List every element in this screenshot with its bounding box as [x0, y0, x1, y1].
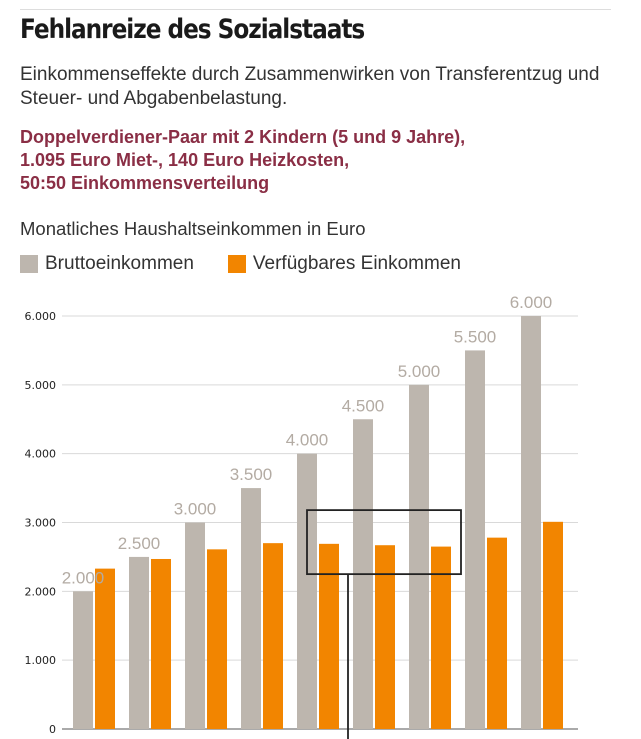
legend: Bruttoeinkommen Verfügbares Einkommen	[20, 253, 495, 275]
scenario-line-1: Doppelverdiener-Paar mit 2 Kindern (5 un…	[20, 127, 466, 147]
bar-value-label: 5.500	[454, 327, 497, 346]
bar-value-label: 4.500	[342, 396, 385, 415]
top-rule	[20, 9, 611, 10]
bar-verfuegbar	[263, 543, 283, 729]
bar-brutto	[297, 453, 317, 729]
bar-brutto	[409, 384, 429, 729]
bar-verfuegbar	[375, 545, 395, 729]
bar-value-label: 3.000	[174, 500, 217, 519]
y-tick-label: 4.000	[25, 448, 57, 461]
legend-item-brutto: Bruttoeinkommen	[20, 253, 194, 275]
bar-verfuegbar	[207, 549, 227, 729]
bar-value-label: 4.000	[286, 431, 329, 450]
bar-verfuegbar	[151, 558, 171, 729]
y-tick-label: 0	[49, 723, 56, 736]
chart-title: Fehlanreize des Sozialstaats	[20, 14, 365, 45]
bar-value-label: 6.000	[510, 293, 553, 312]
legend-label-verfuegbar: Verfügbares Einkommen	[252, 253, 461, 274]
unit-label: Monatliches Haushaltseinkommen in Euro	[20, 218, 366, 239]
bar-verfuegbar	[431, 546, 451, 729]
legend-label-brutto: Bruttoeinkommen	[45, 253, 194, 274]
y-tick-label: 3.000	[25, 517, 57, 530]
bar-value-label: 2.000	[62, 568, 105, 587]
y-tick-label: 1.000	[25, 654, 57, 667]
bar-value-label: 3.500	[230, 465, 273, 484]
scenario-line-2: 1.095 Euro Miet-, 140 Euro Heizkosten,	[20, 150, 350, 170]
scenario-description: Doppelverdiener-Paar mit 2 Kindern (5 un…	[20, 126, 620, 195]
bar-brutto	[521, 316, 541, 729]
legend-swatch-brutto	[20, 255, 38, 273]
legend-item-verfuegbar: Verfügbares Einkommen	[227, 253, 461, 275]
bar-verfuegbar	[543, 521, 563, 729]
bar-brutto	[241, 488, 261, 729]
legend-swatch-verfuegbar	[227, 255, 246, 273]
chart-subtitle: Einkommenseffekte durch Zusammenwirken v…	[20, 64, 600, 109]
y-tick-label: 6.000	[25, 310, 57, 323]
bar-value-label: 2.500	[118, 534, 161, 553]
bar-verfuegbar	[487, 537, 507, 729]
scenario-line-3: 50:50 Einkommensverteilung	[20, 173, 270, 193]
bar-brutto	[73, 591, 93, 729]
bar-brutto	[465, 350, 485, 729]
annotation-box	[306, 509, 462, 576]
bar-verfuegbar	[95, 568, 115, 729]
bar-brutto	[185, 522, 205, 729]
bar-verfuegbar	[319, 543, 339, 729]
y-tick-label: 2.000	[25, 585, 57, 598]
y-tick-label: 5.000	[25, 379, 57, 392]
bar-value-label: 5.000	[398, 362, 441, 381]
bar-brutto	[129, 556, 149, 729]
